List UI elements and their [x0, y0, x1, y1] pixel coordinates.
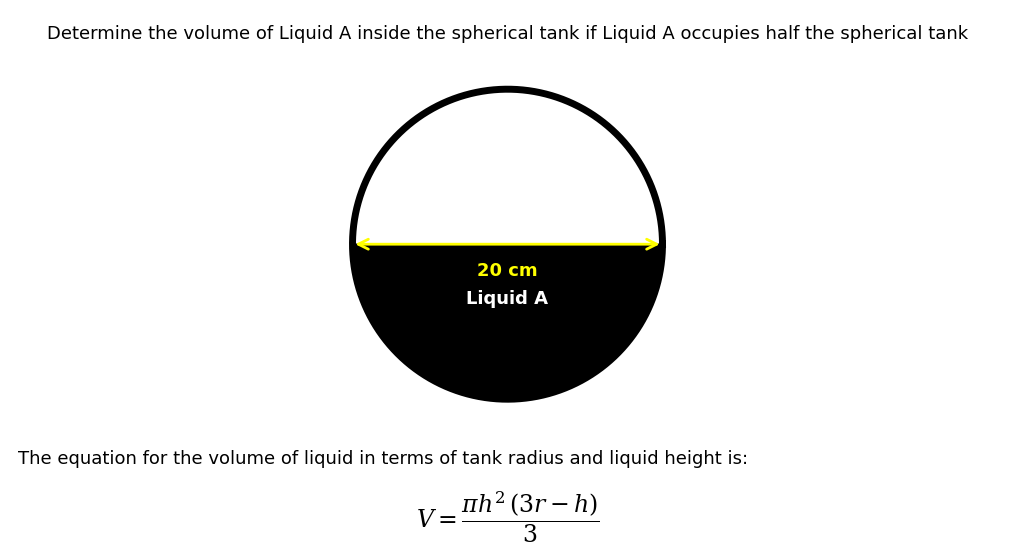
- Text: $V = \dfrac{\pi h^2\,(3r - h)}{3}$: $V = \dfrac{\pi h^2\,(3r - h)}{3}$: [415, 490, 600, 544]
- Text: The equation for the volume of liquid in terms of tank radius and liquid height : The equation for the volume of liquid in…: [18, 451, 748, 468]
- Polygon shape: [352, 244, 663, 399]
- Text: 20 cm: 20 cm: [477, 262, 538, 280]
- Text: Determine the volume of Liquid A inside the spherical tank if Liquid A occupies : Determine the volume of Liquid A inside …: [47, 25, 968, 43]
- Text: Liquid A: Liquid A: [467, 290, 548, 308]
